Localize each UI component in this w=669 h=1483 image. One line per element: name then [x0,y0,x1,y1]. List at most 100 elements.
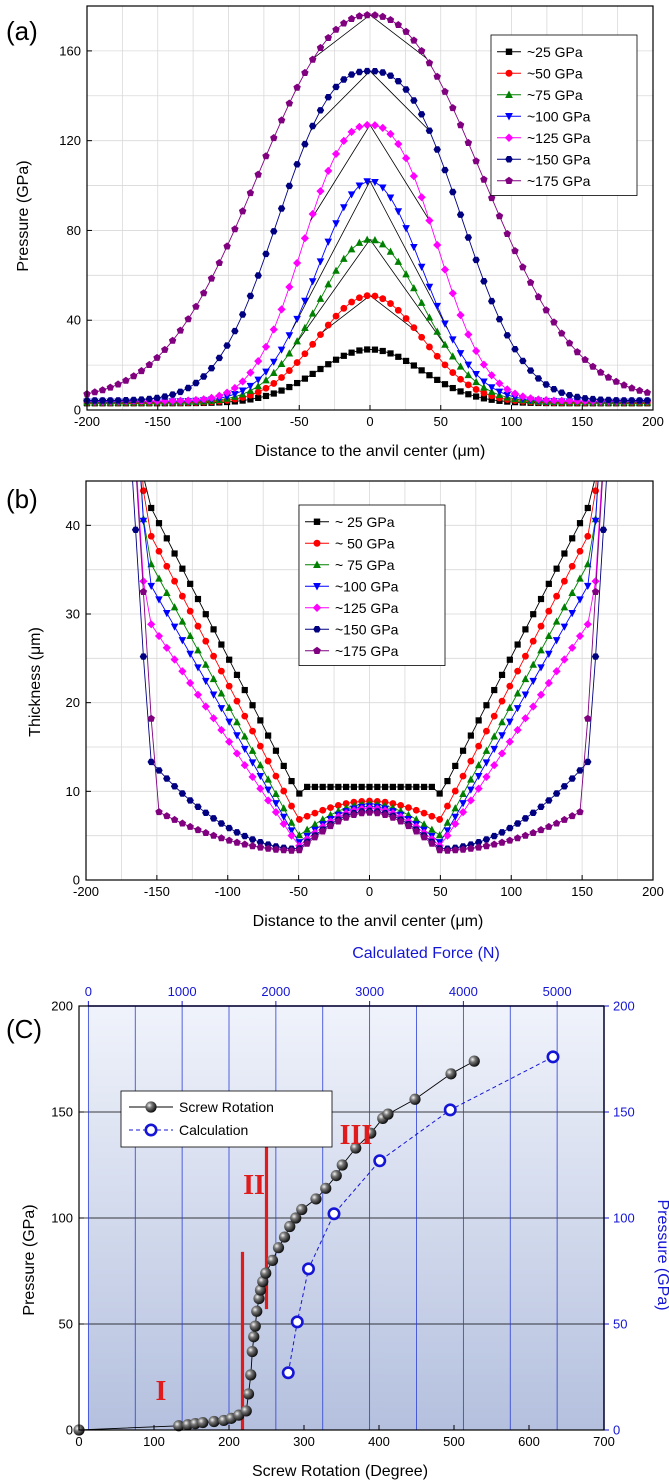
data-point [255,394,262,402]
data-point [266,1254,279,1266]
data-point [526,367,535,374]
data-point [137,367,146,375]
data-point [490,840,498,848]
data-point [451,819,460,828]
data-point [490,761,499,770]
data-point [443,818,452,826]
data-point [482,746,491,754]
data-point [240,1405,252,1417]
data-point [444,802,451,810]
series-7 [83,11,651,398]
data-point [475,742,483,750]
data-point [573,393,581,401]
data-point [186,607,194,615]
data-point [560,603,569,611]
x-axis-label-b: Distance to the anvil center (μm) [253,913,484,930]
data-point [418,333,426,341]
legend-label: ~175 GPa [527,173,591,189]
data-point [278,387,285,394]
data-point [506,656,513,663]
data-point [256,742,264,750]
data-point [575,631,585,641]
y-tick-label: 40 [66,518,80,533]
data-point [440,265,450,274]
data-point [526,278,535,286]
data-point [364,346,371,353]
data-point [272,747,280,754]
data-point [241,832,249,840]
data-point [576,574,584,582]
x2-tick-label: 4000 [449,984,478,999]
data-point [246,189,255,197]
x-tick-label: 100 [500,884,522,899]
data-point [317,365,324,373]
data-point [160,396,169,406]
y-tick-label: 40 [67,313,81,328]
data-point [475,717,482,724]
data-point [581,355,589,363]
data-point [397,801,405,809]
data-point [316,43,325,51]
data-point [223,393,231,401]
data-point [261,342,271,351]
data-point [201,660,210,668]
data-point [192,379,200,387]
data-point [199,395,208,404]
data-point [334,817,342,825]
data-point [233,829,241,836]
data-point [513,689,522,697]
data-point [91,388,99,396]
data-point [472,256,480,264]
data-point [332,312,340,320]
data-point [576,767,584,774]
data-point [295,816,303,823]
data-point [319,806,327,814]
data-point [503,391,512,399]
data-point [498,717,506,726]
x-tick-label: 50 [434,414,448,429]
data-point [371,236,379,244]
data-point [207,365,216,372]
data-point [207,393,216,402]
data-point [568,775,576,782]
legend-marker [313,560,321,568]
data-point [347,71,356,78]
pressure-profile-chart: -200 -150 -100 -50 0 50 100 150 200 0 40 80 120 160 (… [6,5,664,460]
data-point [506,824,514,832]
y2-tick-label: 50 [613,1317,627,1332]
data-point [331,149,341,159]
data-point [285,99,294,107]
data-point [270,390,277,397]
data-point [420,833,428,841]
data-point [309,370,316,377]
data-point [340,304,348,312]
data-point [301,297,309,305]
data-point [544,678,553,688]
data-point [443,831,452,840]
data-point [285,367,293,374]
data-point [303,839,311,847]
data-point [311,833,319,841]
data-point [549,396,559,405]
legend-marker [313,539,321,547]
y-axis-label-c: Pressure (GPa) [21,1204,38,1315]
y-tick-label: 200 [51,999,73,1014]
data-point [472,371,480,379]
data-point [225,836,233,844]
data-point [464,330,473,339]
data-point [264,796,273,805]
data-point [248,836,257,843]
data-point [417,193,426,202]
data-point [106,383,115,391]
y-tick-label: 150 [51,1105,73,1120]
data-point [474,843,483,851]
data-point [264,775,272,783]
data-point [201,702,210,711]
data-point [405,804,412,812]
data-point [365,1127,377,1139]
data-point [178,667,187,676]
data-point [171,577,178,585]
data-point [233,697,241,705]
data-point [503,332,511,339]
data-point [495,388,504,396]
